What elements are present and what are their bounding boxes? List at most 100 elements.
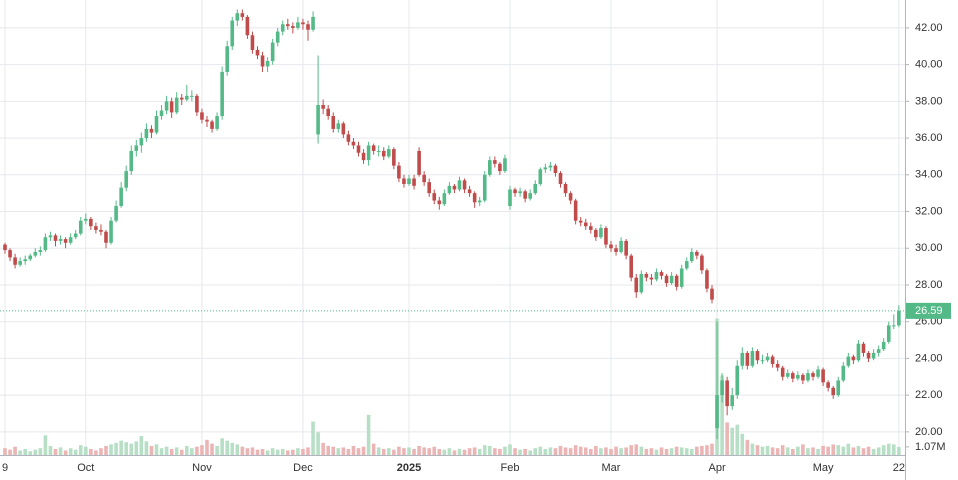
volume-bar [351,445,356,455]
candle-body [760,360,765,362]
volume-bar [169,448,174,455]
candle-body [442,193,447,205]
volume-bar [614,446,618,455]
volume-bar [720,375,724,455]
volume-bar [139,436,144,455]
candle-body [488,160,492,175]
volume-bar [119,440,123,455]
candle-body [169,101,174,113]
volume-bar [134,441,139,455]
volume-bar [3,448,7,455]
volume-bar [851,447,856,455]
volume-bar [604,447,608,455]
candle-body [144,128,149,139]
volume-bar [8,449,12,455]
volume-bar [316,432,320,455]
x-tick-label: Mar [602,462,621,474]
volume-bar [730,427,734,455]
candle-body [796,374,800,379]
volume-bar [326,445,330,455]
x-tick-label: Apr [708,462,725,474]
candle-body [23,259,27,262]
volume-bar [387,448,391,455]
volume-bar [755,445,760,455]
volume-bar [669,448,674,455]
candle-body [301,22,305,25]
y-tick-label: 40.00 [915,59,943,71]
volume-bar [301,448,305,455]
candle-body [745,352,750,366]
candle-body [599,228,603,238]
volume-bar [679,447,684,455]
volume-bar [442,449,447,455]
candle-body [518,191,522,194]
candle-body [341,123,346,135]
candle-body [513,189,517,194]
volume-bar [38,448,43,455]
x-tick-label: Dec [293,462,313,474]
volume-bar [765,445,770,455]
volume-bar [897,446,901,455]
candle-body [821,369,825,383]
candle-body [366,145,371,161]
candle-body [78,220,83,234]
volume-bar [190,448,194,455]
candle-body [387,149,391,157]
candle-body [684,261,689,269]
volume-bar [523,448,527,455]
volume-bar [114,442,118,455]
volume-bar [225,440,229,455]
candle-body [750,351,755,366]
volume-bar [760,446,765,455]
candle-body [311,16,315,30]
candle-body [780,367,785,377]
volume-bar [94,450,98,455]
candle-body [190,95,194,97]
volume-bar [48,445,53,455]
volume-bar [154,444,159,455]
volume-bar [200,445,204,455]
volume-bar [498,448,502,455]
candle-body [654,272,659,280]
volume-bar [240,446,245,455]
x-tick-label: Nov [192,462,212,474]
volume-bar [846,443,851,455]
candle-body [831,387,835,396]
volume-bar [821,445,825,455]
volume-bar [785,447,790,455]
volume-bar [311,421,315,455]
candle-body [851,356,856,361]
candle-body [705,270,709,289]
candle-body [356,145,361,153]
volume-bar [179,449,184,455]
volume-bar [53,448,58,455]
volume-bar [18,450,22,455]
candle-body [669,275,674,284]
candle-body [210,121,214,129]
volume-bar [740,433,745,455]
volume-bar [735,424,740,455]
volume-bar [791,448,795,455]
candle-body [679,268,684,287]
candle-body [270,42,275,61]
volume-bar [63,450,68,455]
candle-body [437,200,442,205]
volume-bar [725,422,729,455]
candle-body [94,226,98,230]
candle-body [417,150,421,175]
volume-bar [129,443,134,455]
candle-body [589,226,593,230]
candle-body [806,373,810,381]
candle-body [215,116,219,129]
volume-bar [356,448,361,455]
candle-body [528,193,532,199]
candle-body [99,229,103,232]
candle-body [48,235,53,238]
volume-bar [291,449,295,455]
candle-body [296,22,300,28]
volume-bar [583,447,588,455]
candle-body [89,218,93,227]
candle-body [498,163,502,172]
volume-bar [397,446,401,455]
